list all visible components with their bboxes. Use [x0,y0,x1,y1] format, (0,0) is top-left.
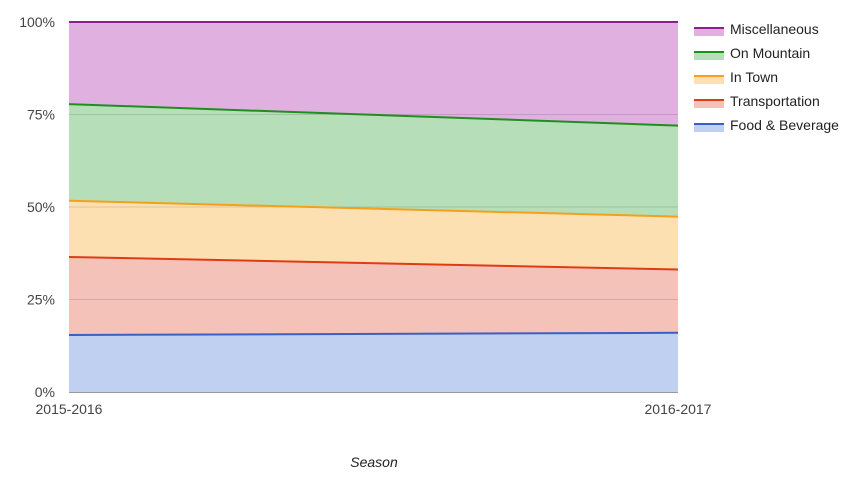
legend-label: Food & Beverage [730,117,839,133]
y-tick-label: 50% [27,199,55,215]
legend-item-in-town[interactable]: In Town [694,69,778,85]
y-tick-label: 75% [27,107,55,123]
x-tick-label: 2015-2016 [36,401,103,417]
legend-item-transportation[interactable]: Transportation [694,93,820,109]
legend-swatch [694,123,724,132]
axes: 0% 25% 50% 75% 100% 2015-2016 2016-2017 [19,14,712,417]
line-transportation [68,255,679,271]
line-on-mountain [68,103,679,127]
legend-label: Miscellaneous [730,21,819,37]
y-tick-label: 25% [27,292,55,308]
x-axis-title: Season [350,454,398,470]
area-transportation [69,256,678,336]
area-in-town [69,200,678,270]
x-tick-label: 2016-2017 [645,401,712,417]
area-miscellaneous [69,22,678,126]
area-series [69,21,678,392]
legend-label: Transportation [730,93,820,109]
area-food-beverage [69,332,678,392]
legend-label: On Mountain [730,45,810,61]
legend-swatch [694,51,724,60]
legend-swatch [694,99,724,108]
line-in-town [68,199,679,218]
legend: Miscellaneous On Mountain In Town Transport… [694,21,839,133]
legend-item-miscellaneous[interactable]: Miscellaneous [694,21,819,37]
series-lines [68,21,679,337]
legend-swatch [694,27,724,36]
y-tick-label: 0% [35,384,55,400]
legend-item-food-beverage[interactable]: Food & Beverage [694,117,839,133]
legend-swatch [694,75,724,84]
line-food-beverage [68,331,679,337]
legend-item-on-mountain[interactable]: On Mountain [694,45,810,61]
legend-label: In Town [730,69,778,85]
area-on-mountain [69,104,678,217]
y-tick-label: 100% [19,14,55,30]
